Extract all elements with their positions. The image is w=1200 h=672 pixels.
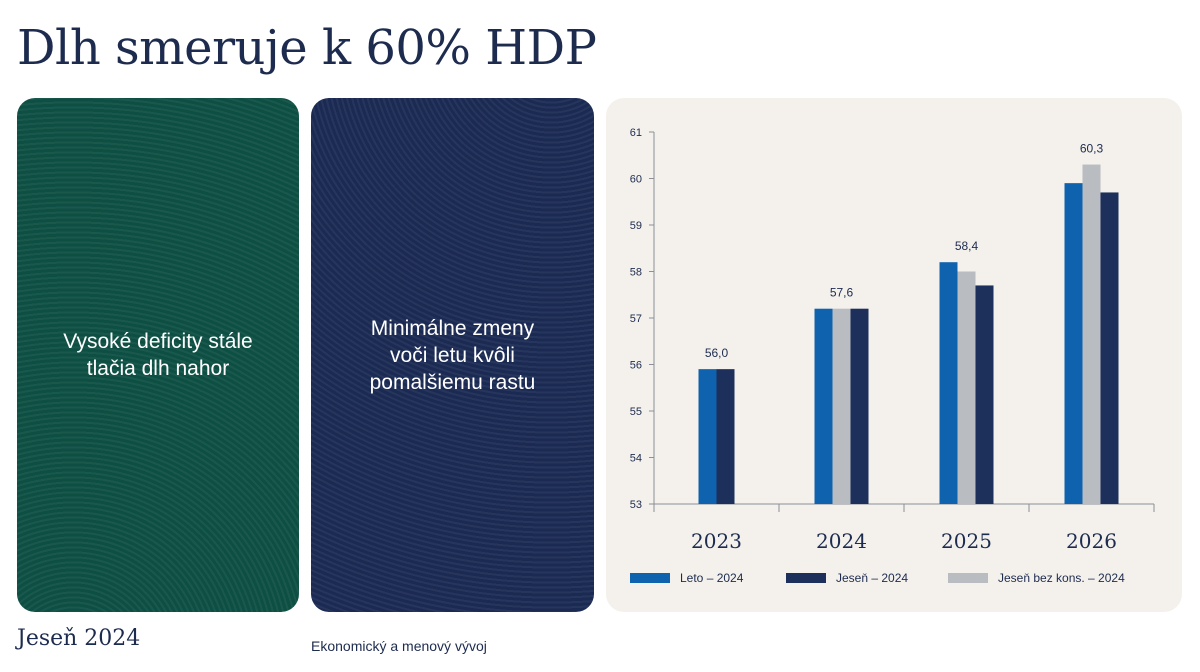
navy-panel-text: Minimálne zmeny voči letu kvôli pomalšie… bbox=[369, 316, 536, 394]
legend-label-1: Leto – 2024 bbox=[680, 571, 744, 585]
y-tick-label: 57 bbox=[630, 313, 642, 325]
legend-label-3: Jeseň bez kons. – 2024 bbox=[998, 571, 1125, 585]
data-label-2024: 57,6 bbox=[830, 286, 854, 300]
bar-2026-leto-2024 bbox=[1064, 183, 1083, 504]
navy-panel: Minimálne zmeny voči letu kvôli pomalšie… bbox=[311, 98, 594, 612]
bar-2023-leto-2024 bbox=[698, 369, 717, 504]
bar-2023-jese-2024 bbox=[716, 369, 735, 504]
bar-2025-jese-bez-kons-2024 bbox=[957, 271, 976, 504]
y-tick-label: 54 bbox=[630, 453, 642, 465]
footer-edition: Jeseň 2024 bbox=[17, 626, 141, 651]
footer-publication: Ekonomický a menový vývoj bbox=[311, 638, 487, 654]
y-tick-label: 59 bbox=[630, 220, 642, 232]
chart-card: 53 54 55 56 57 58 59 60 61 56,0 2023 57,6 2024 58,4 20… bbox=[606, 98, 1182, 612]
data-label-2023: 56,0 bbox=[705, 346, 729, 360]
x-tick-label-2024: 2024 bbox=[816, 529, 867, 553]
debt-bar-chart: 53 54 55 56 57 58 59 60 61 56,0 2023 57,6 2024 58,4 20… bbox=[630, 127, 1155, 585]
y-tick-label: 61 bbox=[630, 127, 642, 139]
legend-swatch-2 bbox=[786, 573, 826, 583]
page-title: Dlh smeruje k 60% HDP bbox=[17, 20, 597, 76]
y-tick-label: 53 bbox=[630, 499, 642, 511]
y-tick-label: 58 bbox=[630, 267, 642, 279]
bar-2024-leto-2024 bbox=[814, 308, 833, 504]
y-tick-label: 56 bbox=[630, 360, 642, 372]
legend-swatch-1 bbox=[630, 573, 670, 583]
green-panel-text: Vysoké deficity stále tlačia dlh nahor bbox=[63, 330, 253, 380]
y-tick-label: 55 bbox=[630, 406, 642, 418]
green-panel: Vysoké deficity stále tlačia dlh nahor bbox=[17, 98, 299, 612]
legend-swatch-3 bbox=[948, 573, 988, 583]
y-tick-label: 60 bbox=[630, 174, 642, 186]
bar-2024-jese-bez-kons-2024 bbox=[832, 308, 851, 504]
x-tick-label-2026: 2026 bbox=[1066, 529, 1117, 553]
bar-2024-jese-2024 bbox=[850, 308, 869, 504]
bar-2026-jese-2024 bbox=[1100, 192, 1119, 504]
x-tick-label-2023: 2023 bbox=[691, 529, 742, 553]
data-label-2025: 58,4 bbox=[955, 239, 979, 253]
legend-label-2: Jeseň – 2024 bbox=[836, 571, 908, 585]
bar-2025-jese-2024 bbox=[975, 285, 994, 504]
x-tick-label-2025: 2025 bbox=[941, 529, 992, 553]
bar-2026-jese-bez-kons-2024 bbox=[1082, 164, 1101, 505]
bar-2025-leto-2024 bbox=[939, 262, 958, 504]
data-label-2026: 60,3 bbox=[1080, 142, 1104, 156]
